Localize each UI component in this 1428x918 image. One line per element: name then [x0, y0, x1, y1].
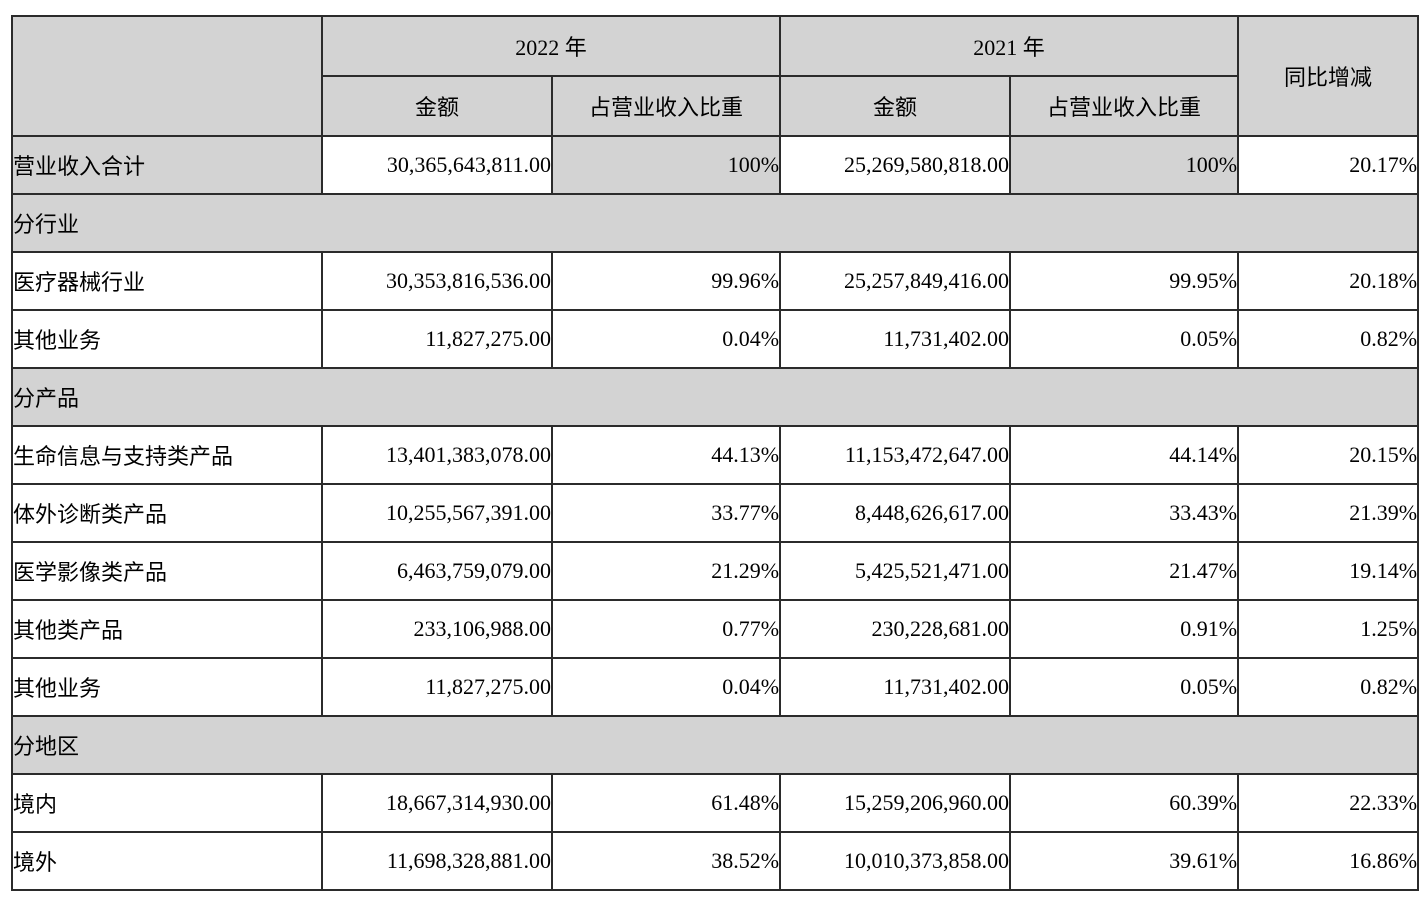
col-header-share-2022: 占营业收入比重 [550, 75, 782, 137]
table-row: 其他业务 11,827,275.00 0.04% 11,731,402.00 0… [11, 657, 1420, 717]
yoy-cell: 19.14% [1237, 541, 1420, 601]
amount-2021-cell: 15,259,206,960.00 [779, 773, 1012, 833]
table-body: 营业收入合计 30,365,643,811.00 100% 25,269,580… [10, 135, 1420, 891]
amount-2021-cell: 5,425,521,471.00 [779, 541, 1012, 601]
yoy-cell: 16.86% [1237, 831, 1420, 891]
amount-2021-cell: 8,448,626,617.00 [779, 483, 1012, 543]
yoy-cell: 20.18% [1237, 251, 1420, 311]
section-header-row-region: 分地区 [10, 715, 1420, 775]
share-2021-cell: 0.05% [1009, 657, 1240, 717]
table-header: 2022 年 2021 年 同比增减 金额 占营业收入比重 金额 占营业收入比重 [11, 15, 1420, 137]
table-row: 体外诊断类产品 10,255,567,391.00 33.77% 8,448,6… [11, 483, 1420, 543]
amount-2021-cell: 11,731,402.00 [779, 657, 1012, 717]
share-2022-cell: 100% [550, 135, 782, 195]
row-label: 其他业务 [11, 309, 323, 369]
amount-2022-cell: 10,255,567,391.00 [321, 483, 553, 543]
table-row-total: 营业收入合计 30,365,643,811.00 100% 25,269,580… [11, 135, 1420, 195]
row-label: 境外 [11, 831, 323, 891]
row-label: 体外诊断类产品 [11, 483, 323, 543]
share-2022-cell: 99.96% [550, 251, 782, 311]
amount-2021-cell: 10,010,373,858.00 [779, 831, 1012, 891]
amount-2022-cell: 11,698,328,881.00 [321, 831, 553, 891]
share-2022-cell: 38.52% [550, 831, 782, 891]
table-row: 其他类产品 233,106,988.00 0.77% 230,228,681.0… [11, 599, 1420, 659]
yoy-cell: 0.82% [1237, 657, 1420, 717]
amount-2022-cell: 18,667,314,930.00 [321, 773, 553, 833]
row-label: 营业收入合计 [11, 135, 323, 195]
section-header-row-industry: 分行业 [10, 193, 1420, 253]
share-2021-cell: 0.05% [1009, 309, 1240, 369]
share-2021-cell: 33.43% [1009, 483, 1240, 543]
row-label: 其他业务 [11, 657, 323, 717]
share-2021-cell: 21.47% [1009, 541, 1240, 601]
header-row-metrics: 金额 占营业收入比重 金额 占营业收入比重 [12, 75, 1418, 137]
section-title: 分地区 [10, 715, 1420, 775]
share-2022-cell: 0.77% [550, 599, 782, 659]
amount-2022-cell: 6,463,759,079.00 [321, 541, 553, 601]
row-label: 医疗器械行业 [11, 251, 323, 311]
yoy-cell: 22.33% [1237, 773, 1420, 833]
row-label: 医学影像类产品 [11, 541, 323, 601]
table-row: 境外 11,698,328,881.00 38.52% 10,010,373,8… [11, 831, 1420, 891]
amount-2022-cell: 30,365,643,811.00 [321, 135, 553, 195]
amount-2022-cell: 11,827,275.00 [321, 657, 553, 717]
share-2022-cell: 0.04% [550, 309, 782, 369]
col-header-amount-2021: 金额 [779, 75, 1012, 137]
section-title: 分产品 [10, 367, 1420, 427]
table-row: 境内 18,667,314,930.00 61.48% 15,259,206,9… [11, 773, 1420, 833]
amount-2021-cell: 230,228,681.00 [779, 599, 1012, 659]
yoy-cell: 21.39% [1237, 483, 1420, 543]
share-2021-cell: 0.91% [1009, 599, 1240, 659]
share-2022-cell: 21.29% [550, 541, 782, 601]
amount-2022-cell: 30,353,816,536.00 [321, 251, 553, 311]
table-row: 生命信息与支持类产品 13,401,383,078.00 44.13% 11,1… [11, 425, 1420, 485]
col-group-2021: 2021 年 [779, 15, 1240, 77]
yoy-cell: 0.82% [1237, 309, 1420, 369]
amount-2022-cell: 13,401,383,078.00 [321, 425, 553, 485]
table-row: 医疗器械行业 30,353,816,536.00 99.96% 25,257,8… [11, 251, 1420, 311]
amount-2022-cell: 233,106,988.00 [321, 599, 553, 659]
amount-2021-cell: 11,731,402.00 [779, 309, 1012, 369]
table-row: 医学影像类产品 6,463,759,079.00 21.29% 5,425,52… [11, 541, 1420, 601]
yoy-cell: 1.25% [1237, 599, 1420, 659]
share-2021-cell: 60.39% [1009, 773, 1240, 833]
yoy-cell: 20.15% [1237, 425, 1420, 485]
amount-2022-cell: 11,827,275.00 [321, 309, 553, 369]
table-row: 其他业务 11,827,275.00 0.04% 11,731,402.00 0… [11, 309, 1420, 369]
amount-2021-cell: 11,153,472,647.00 [779, 425, 1012, 485]
share-2022-cell: 0.04% [550, 657, 782, 717]
col-group-2022: 2022 年 [320, 15, 782, 77]
row-label: 境内 [11, 773, 323, 833]
document-page: 2022 年 2021 年 同比增减 金额 占营业收入比重 金额 占营业收入比重… [10, 15, 1420, 891]
share-2021-cell: 99.95% [1009, 251, 1240, 311]
section-header-row-product: 分产品 [10, 367, 1420, 427]
share-2022-cell: 33.77% [550, 483, 782, 543]
section-title: 分行业 [10, 193, 1420, 253]
amount-2021-cell: 25,257,849,416.00 [779, 251, 1012, 311]
corner-blank-cell [11, 15, 323, 137]
header-row-years: 2022 年 2021 年 同比增减 [11, 15, 1420, 137]
yoy-cell: 20.17% [1237, 135, 1420, 195]
col-header-yoy: 同比增减 [1237, 15, 1420, 137]
share-2022-cell: 61.48% [550, 773, 782, 833]
share-2022-cell: 44.13% [550, 425, 782, 485]
amount-2021-cell: 25,269,580,818.00 [779, 135, 1012, 195]
share-2021-cell: 44.14% [1009, 425, 1240, 485]
col-header-amount-2022: 金额 [321, 75, 553, 137]
revenue-breakdown-table: 2022 年 2021 年 同比增减 金额 占营业收入比重 金额 占营业收入比重… [10, 15, 1420, 891]
col-header-share-2021: 占营业收入比重 [1009, 75, 1240, 137]
share-2021-cell: 39.61% [1009, 831, 1240, 891]
row-label: 生命信息与支持类产品 [11, 425, 323, 485]
row-label: 其他类产品 [11, 599, 323, 659]
share-2021-cell: 100% [1009, 135, 1240, 195]
